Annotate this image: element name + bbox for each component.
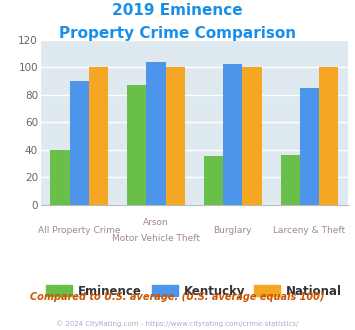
Bar	[319, 67, 338, 205]
Bar	[127, 85, 146, 205]
Text: Arson: Arson	[143, 218, 169, 227]
Text: Larceny & Theft: Larceny & Theft	[273, 226, 345, 235]
Legend: Eminence, Kentucky, National: Eminence, Kentucky, National	[42, 280, 347, 302]
Text: Compared to U.S. average. (U.S. average equals 100): Compared to U.S. average. (U.S. average …	[30, 292, 325, 302]
Text: Motor Vehicle Theft: Motor Vehicle Theft	[112, 234, 200, 243]
Text: 2019 Eminence: 2019 Eminence	[112, 3, 243, 18]
Bar	[50, 149, 70, 205]
Bar	[146, 62, 165, 205]
Text: Property Crime Comparison: Property Crime Comparison	[59, 26, 296, 41]
Text: Burglary: Burglary	[213, 226, 252, 235]
Text: © 2024 CityRating.com - https://www.cityrating.com/crime-statistics/: © 2024 CityRating.com - https://www.city…	[56, 320, 299, 327]
Bar	[223, 64, 242, 205]
Bar	[281, 155, 300, 205]
Bar	[242, 67, 262, 205]
Bar	[165, 67, 185, 205]
Bar	[300, 88, 319, 205]
Bar	[204, 156, 223, 205]
Bar	[89, 67, 108, 205]
Text: All Property Crime: All Property Crime	[38, 226, 120, 235]
Bar	[70, 81, 89, 205]
